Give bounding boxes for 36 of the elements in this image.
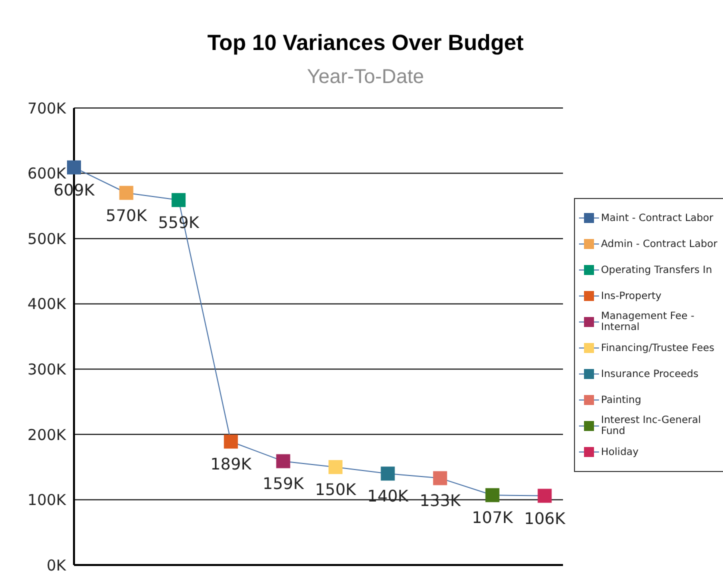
data-label: 570K xyxy=(106,206,148,225)
point xyxy=(485,488,500,502)
point xyxy=(538,488,552,503)
point xyxy=(433,471,448,486)
point xyxy=(380,466,395,481)
point xyxy=(224,434,238,449)
point xyxy=(67,160,81,174)
y-tick-label: 100K xyxy=(28,491,68,510)
legend-label: Interest Inc-General Fund xyxy=(601,415,702,437)
legend-label: Management Fee - Internal xyxy=(601,311,696,333)
legend-label: Holiday xyxy=(601,446,640,458)
point xyxy=(172,193,186,208)
data-label: 159K xyxy=(262,474,304,494)
point xyxy=(276,454,290,468)
y-tick-label: 500K xyxy=(28,230,68,248)
legend-label: Insurance Proceeds xyxy=(601,368,700,380)
chart-title: Top 10 Variances Over Budget xyxy=(206,30,525,56)
legend-label: Admin - Contract Labor xyxy=(601,238,718,250)
y-tick-label: 400K xyxy=(28,295,68,314)
legend-label: Financing/Trustee Fees xyxy=(601,342,716,354)
y-tick-label: 600K xyxy=(28,164,68,183)
point xyxy=(328,460,342,474)
chart-subtitle: Year-To-Date xyxy=(306,66,426,89)
data-label: 189K xyxy=(210,454,252,474)
y-tick-label: 0K xyxy=(46,556,68,574)
legend-label: Operating Transfers In xyxy=(601,264,714,276)
data-label: 107K xyxy=(472,508,514,528)
point xyxy=(119,186,134,200)
legend-label: Maint - Contract Labor xyxy=(601,212,714,224)
data-label: 106K xyxy=(524,508,566,528)
legend-label: Ins-Property xyxy=(601,290,662,302)
y-tick-label: 200K xyxy=(28,426,68,444)
y-tick-label: 700K xyxy=(28,99,68,118)
data-label: 150K xyxy=(314,480,357,500)
legend-label: Painting xyxy=(601,394,642,406)
y-tick-label: 300K xyxy=(28,360,68,378)
